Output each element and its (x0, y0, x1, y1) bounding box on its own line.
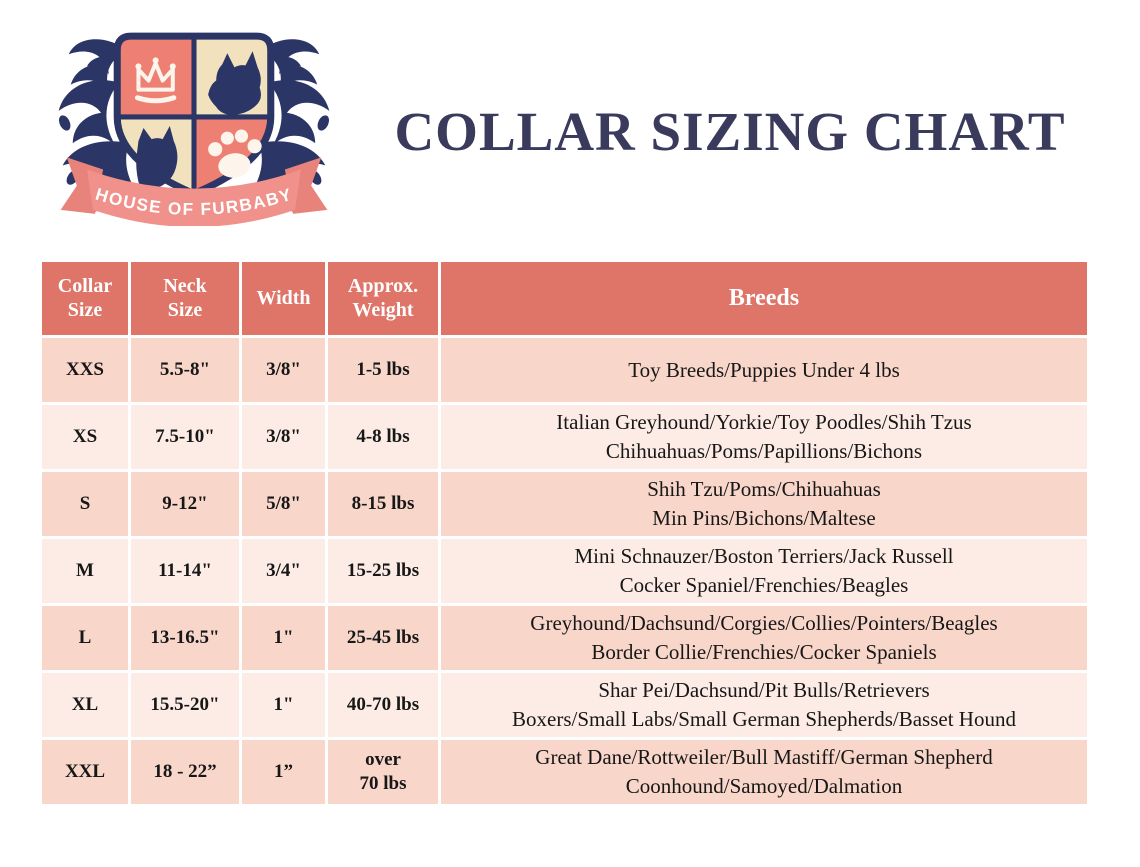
table-row: S 9-12" 5/8" 8-15 lbs Shih Tzu/Poms/Chih… (42, 472, 1087, 536)
header-breeds: Breeds (441, 262, 1087, 335)
cat-icon (136, 126, 178, 190)
table-row: XXL 18 - 22” 1” over 70 lbs Great Dane/R… (42, 740, 1087, 804)
collar-sizing-table: Collar Size Neck Size Width Approx. Weig… (39, 259, 1090, 807)
breeds-cell: Mini Schnauzer/Boston Terriers/Jack Russ… (441, 539, 1087, 603)
header-neck-size: Neck Size (131, 262, 239, 335)
collar-size-cell: XXL (42, 740, 128, 804)
width-cell: 3/8" (242, 338, 325, 402)
table-row: L 13-16.5" 1" 25-45 lbs Greyhound/Dachsu… (42, 606, 1087, 670)
collar-size-cell: XL (42, 673, 128, 737)
breeds-cell: Shar Pei/Dachsund/Pit Bulls/Retrievers B… (441, 673, 1087, 737)
table-row: XL 15.5-20" 1" 40-70 lbs Shar Pei/Dachsu… (42, 673, 1087, 737)
weight-cell: 8-15 lbs (328, 472, 438, 536)
breeds-cell: Italian Greyhound/Yorkie/Toy Poodles/Shi… (441, 405, 1087, 469)
collar-size-cell: L (42, 606, 128, 670)
header-collar-size: Collar Size (42, 262, 128, 335)
breeds-cell: Great Dane/Rottweiler/Bull Mastiff/Germa… (441, 740, 1087, 804)
collar-size-cell: XS (42, 405, 128, 469)
width-cell: 3/4" (242, 539, 325, 603)
breeds-cell: Toy Breeds/Puppies Under 4 lbs (441, 338, 1087, 402)
paw-icon (208, 129, 262, 178)
header-approx-weight: Approx. Weight (328, 262, 438, 335)
width-cell: 1" (242, 673, 325, 737)
neck-size-cell: 9-12" (131, 472, 239, 536)
width-cell: 1" (242, 606, 325, 670)
house-of-furbaby-logo: HOUSE OF FURBABY (56, 24, 332, 226)
neck-size-cell: 5.5-8" (131, 338, 239, 402)
collar-size-cell: M (42, 539, 128, 603)
width-cell: 5/8" (242, 472, 325, 536)
breeds-cell: Greyhound/Dachsund/Corgies/Collies/Point… (441, 606, 1087, 670)
header-width: Width (242, 262, 325, 335)
weight-cell: 15-25 lbs (328, 539, 438, 603)
width-cell: 1” (242, 740, 325, 804)
page-title: COLLAR SIZING CHART (394, 101, 1066, 162)
neck-size-cell: 11-14" (131, 539, 239, 603)
breeds-cell: Shih Tzu/Poms/Chihuahuas Min Pins/Bichon… (441, 472, 1087, 536)
weight-cell: 4-8 lbs (328, 405, 438, 469)
neck-size-cell: 18 - 22” (131, 740, 239, 804)
neck-size-cell: 15.5-20" (131, 673, 239, 737)
width-cell: 3/8" (242, 405, 325, 469)
weight-cell: 1-5 lbs (328, 338, 438, 402)
crown-icon (134, 57, 177, 104)
table-row: XXS 5.5-8" 3/8" 1-5 lbs Toy Breeds/Puppi… (42, 338, 1087, 402)
table-header-row: Collar Size Neck Size Width Approx. Weig… (42, 262, 1087, 335)
weight-cell: 25-45 lbs (328, 606, 438, 670)
ribbon-banner: HOUSE OF FURBABY (60, 157, 328, 226)
collar-size-cell: XXS (42, 338, 128, 402)
dog-icon (208, 51, 261, 115)
neck-size-cell: 7.5-10" (131, 405, 239, 469)
table-row: XS 7.5-10" 3/8" 4-8 lbs Italian Greyhoun… (42, 405, 1087, 469)
collar-size-cell: S (42, 472, 128, 536)
neck-size-cell: 13-16.5" (131, 606, 239, 670)
weight-cell: 40-70 lbs (328, 673, 438, 737)
weight-cell: over 70 lbs (328, 740, 438, 804)
table-row: M 11-14" 3/4" 15-25 lbs Mini Schnauzer/B… (42, 539, 1087, 603)
